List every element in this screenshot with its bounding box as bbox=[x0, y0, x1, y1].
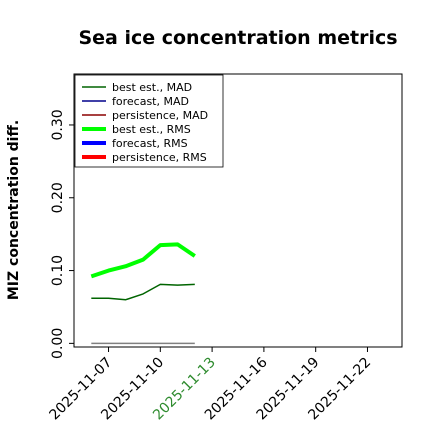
legend-label: best est., RMS bbox=[112, 123, 191, 136]
plot-frame bbox=[73, 73, 403, 348]
y-axis-label: MIZ concentration diff. bbox=[6, 120, 22, 300]
y-tick-label: 0.00 bbox=[50, 328, 66, 359]
x-axis: 2025-11-072025-11-102025-11-132025-11-16… bbox=[47, 347, 374, 423]
legend-label: best est., MAD bbox=[112, 81, 192, 94]
y-tick-label: 0.20 bbox=[50, 182, 66, 213]
y-tick-label: 0.30 bbox=[50, 109, 66, 140]
series-lines bbox=[90, 242, 196, 345]
chart-title: Sea ice concentration metrics bbox=[78, 27, 397, 49]
legend-label: forecast, RMS bbox=[112, 137, 188, 150]
series-line-best-est-mad bbox=[91, 283, 195, 301]
legend-box bbox=[74, 74, 224, 168]
legend-label: persistence, RMS bbox=[112, 151, 207, 164]
y-tick-label: 0.10 bbox=[50, 255, 66, 286]
y-axis: 0.00 0.10 0.20 0.30 bbox=[50, 109, 74, 359]
legend-label: forecast, MAD bbox=[112, 95, 189, 108]
series-line-best-est-rms bbox=[90, 242, 196, 279]
legend-label: persistence, MAD bbox=[112, 109, 208, 122]
